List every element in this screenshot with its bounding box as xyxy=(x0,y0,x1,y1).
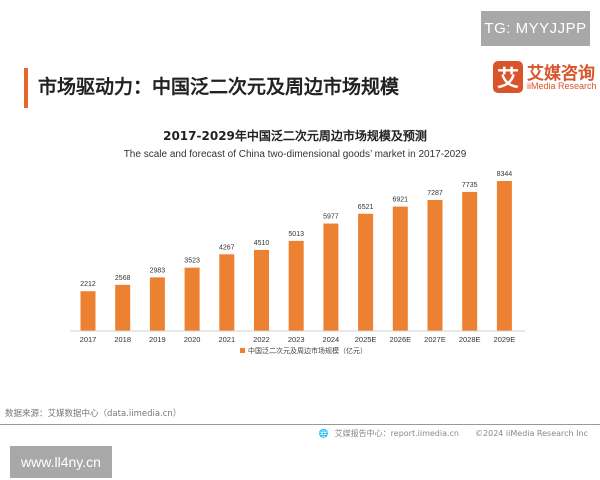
data-label: 2983 xyxy=(150,267,166,274)
chart-subtitle: The scale and forecast of China two-dime… xyxy=(123,149,467,160)
bar xyxy=(184,267,200,331)
title-accent-bar xyxy=(24,68,28,108)
logo-mark: 艾 xyxy=(493,61,523,93)
bar xyxy=(219,254,235,331)
logo-cn: 艾媒咨询 xyxy=(527,64,595,84)
watermark-badge-top: TG: MYYJJPP xyxy=(481,11,590,46)
bar-chart: 2212 2017 2568 2018 2983 2019 3523 2020 4267 2021… xyxy=(70,171,525,355)
data-label: 3523 xyxy=(184,258,200,265)
logo-en: iiMedia Research xyxy=(527,81,597,91)
bar xyxy=(254,249,269,331)
watermark-badge-bottom: www.ll4ny.cn xyxy=(10,446,112,478)
x-tick-label: 2027E xyxy=(424,335,446,344)
data-label: 2568 xyxy=(115,275,131,282)
legend-swatch xyxy=(240,348,245,353)
data-label: 6521 xyxy=(358,204,374,211)
data-label: 8344 xyxy=(497,171,513,178)
x-tick-label: 2028E xyxy=(459,335,481,344)
data-source: 数据来源：艾媒数据中心（data.iimedia.cn） xyxy=(5,409,182,419)
x-tick-label: 2017 xyxy=(80,335,97,344)
x-tick-label: 2025E xyxy=(355,335,377,344)
chart-title: 2017-2029年中国泛二次元周边市场规模及预测 xyxy=(163,129,427,143)
x-tick-label: 2026E xyxy=(389,335,411,344)
x-tick-label: 2019 xyxy=(149,335,166,344)
page-title: 市场驱动力：中国泛二次元及周边市场规模 xyxy=(38,76,400,98)
x-tick-label: 2023 xyxy=(288,335,305,344)
footer-divider xyxy=(0,424,600,425)
bar xyxy=(288,240,304,331)
data-label: 6921 xyxy=(393,197,409,204)
data-label: 5013 xyxy=(288,231,304,238)
bar xyxy=(392,206,408,331)
bar xyxy=(496,181,512,331)
data-label: 7287 xyxy=(427,190,443,197)
bar xyxy=(323,223,339,331)
x-tick-label: 2018 xyxy=(114,335,131,344)
data-label: 5977 xyxy=(323,214,339,221)
globe-icon: 🌐 xyxy=(318,429,329,438)
bar xyxy=(149,277,165,331)
bar xyxy=(115,284,131,331)
x-tick-label: 2022 xyxy=(253,335,270,344)
legend-label: 中国泛二次元及周边市场规模（亿元） xyxy=(248,346,367,355)
x-tick-label: 2024 xyxy=(323,335,340,344)
imedia-logo: 艾 艾媒咨询 iiMedia Research xyxy=(493,61,597,103)
bar xyxy=(80,291,96,331)
data-label: 4267 xyxy=(219,244,235,251)
bar xyxy=(462,191,478,331)
copyright: ©2024 iiMedia Research Inc xyxy=(475,429,588,438)
bar xyxy=(427,200,443,331)
bar xyxy=(358,213,374,331)
x-tick-label: 2029E xyxy=(494,335,516,344)
x-tick-label: 2021 xyxy=(218,335,235,344)
footer-info: 🌐 艾媒报告中心：report.iimedia.cn ©2024 iiMedia R… xyxy=(313,428,588,439)
data-label: 2212 xyxy=(80,281,96,288)
data-label: 7735 xyxy=(462,182,478,189)
data-label: 4510 xyxy=(254,240,270,247)
report-link[interactable]: 艾媒报告中心：report.iimedia.cn xyxy=(334,429,460,438)
x-tick-label: 2020 xyxy=(184,335,201,344)
